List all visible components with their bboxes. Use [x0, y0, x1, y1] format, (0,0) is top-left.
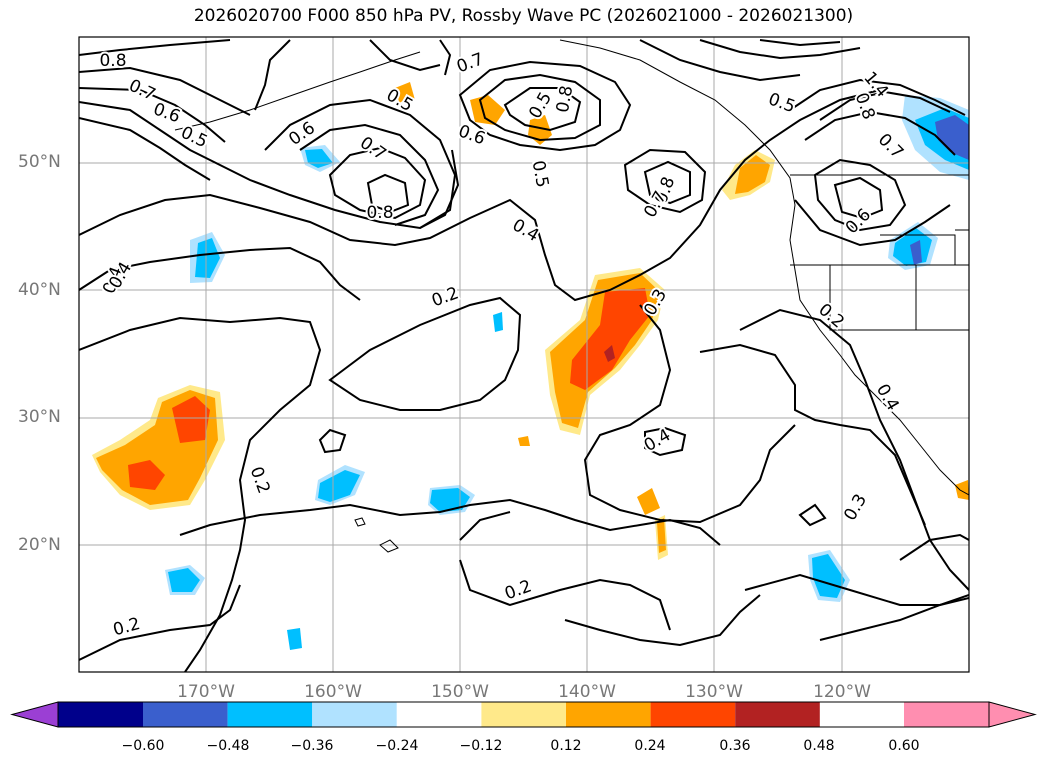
plot-frame [78, 36, 970, 673]
colorbar-bin [481, 702, 566, 727]
lon-label-170w: 170°W [177, 682, 235, 702]
colorbar-tick: 0.36 [719, 738, 751, 754]
colorbar-bin [566, 702, 651, 727]
contour-label: 0.5 [525, 89, 556, 122]
colorbar-bin [227, 702, 313, 727]
lon-label-150w: 150°W [431, 682, 489, 702]
contour-label: 0.6 [151, 99, 183, 127]
colorbar-tick: 0.12 [550, 738, 582, 754]
lon-label-130w: 130°W [685, 682, 743, 702]
contour-label: 0.8 [99, 51, 126, 71]
colorbar-bin [312, 702, 397, 727]
lat-label-40: 40°N [18, 280, 61, 300]
contour-label: 0.6 [285, 118, 319, 150]
colorbar-extend-low [10, 701, 59, 728]
map-title: 2026020700 F000 850 hPa PV, Rossby Wave … [193, 6, 854, 26]
colorbar-tick: 0.48 [803, 738, 835, 754]
colorbar-tick: −0.24 [375, 738, 419, 754]
lon-label-160w: 160°W [304, 682, 362, 702]
lat-label-50: 50°N [18, 152, 61, 172]
contour-label: 0.7 [454, 49, 486, 77]
lat-label-30: 30°N [18, 407, 61, 427]
contour-label: 0.4 [509, 215, 542, 246]
contour-label: 0.3 [840, 491, 871, 524]
colorbar-tick: −0.60 [121, 738, 165, 754]
anomaly-shading [92, 82, 969, 650]
contour-label: 0.5 [766, 89, 798, 117]
colorbar-tick: −0.12 [459, 738, 503, 754]
colorbar-tick: 0.24 [634, 738, 666, 754]
contour-label: 0.8 [366, 203, 393, 223]
graticule [79, 37, 969, 672]
colorbar-bin [904, 702, 989, 727]
colorbar-frame [57, 701, 990, 728]
colorbar-bin [650, 702, 736, 727]
colorbar-extend-high [988, 701, 1037, 728]
lon-label-120w: 120°W [813, 682, 871, 702]
colorbar-bin [143, 702, 228, 727]
colorbar [10, 701, 1037, 728]
contour-label: 0.5 [528, 159, 552, 189]
colorbar-tick: 0.60 [888, 738, 920, 754]
lon-label-140w: 140°W [558, 682, 616, 702]
contour-label: 0.7 [126, 76, 159, 106]
contour-label: 0.7 [356, 133, 390, 165]
colorbar-bin [58, 702, 143, 727]
pv-contours [79, 39, 969, 672]
contour-label: 0.2 [814, 300, 848, 333]
colorbar-bin [396, 702, 482, 727]
contour-label: 0.2 [246, 464, 274, 496]
contour-label: 0.2 [429, 283, 461, 311]
lat-label-20: 20°N [18, 535, 61, 555]
colorbar-tick: −0.36 [290, 738, 334, 754]
contour-label: 0.8 [553, 84, 577, 114]
contour-label: 0.6 [842, 205, 875, 238]
contour-label: 0.7 [874, 130, 907, 163]
colorbar-tick: −0.48 [206, 738, 250, 754]
colorbar-bin [735, 702, 820, 727]
